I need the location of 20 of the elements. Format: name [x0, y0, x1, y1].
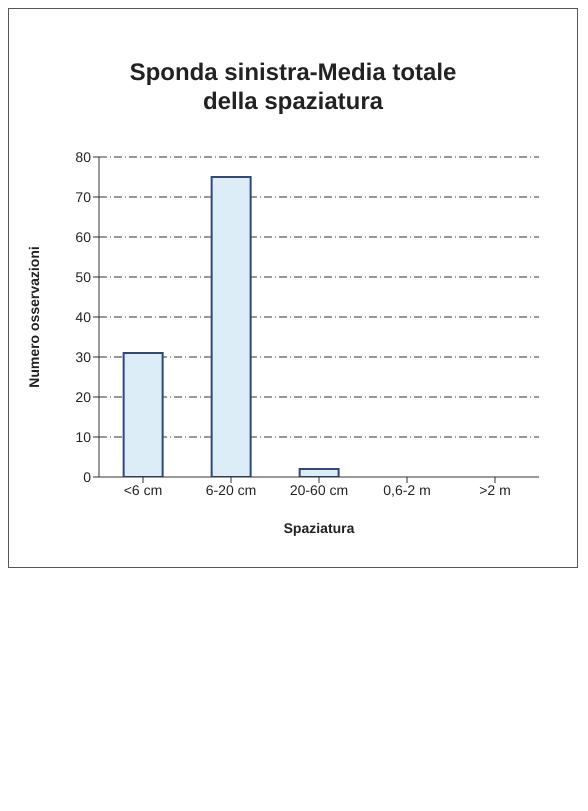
y-tick-label: 0 [83, 468, 92, 485]
x-tick-label: >2 m [479, 482, 511, 498]
y-tick-label: 50 [75, 268, 92, 285]
x-tick-label: 20-60 cm [290, 482, 348, 498]
x-tick-label: <6 cm [124, 482, 162, 498]
x-tick-label: 0,6-2 m [383, 482, 431, 498]
bar [210, 176, 252, 477]
bar [122, 352, 164, 477]
y-axis-title: Numero osservazioni [26, 246, 42, 388]
y-tick-label: 60 [75, 228, 92, 245]
y-tick-label: 70 [75, 188, 92, 205]
x-tick-label: 6-20 cm [206, 482, 256, 498]
y-tick-label: 10 [75, 428, 92, 445]
chart-title: Sponda sinistra-Media totale della spaziatura [128, 59, 458, 117]
x-axis-title: Spaziatura [284, 520, 355, 536]
y-tick-label: 30 [75, 348, 92, 365]
bar [298, 468, 340, 477]
y-tick-label: 20 [75, 388, 92, 405]
y-tick-label: 40 [75, 308, 92, 325]
y-tick-label: 80 [75, 148, 92, 165]
